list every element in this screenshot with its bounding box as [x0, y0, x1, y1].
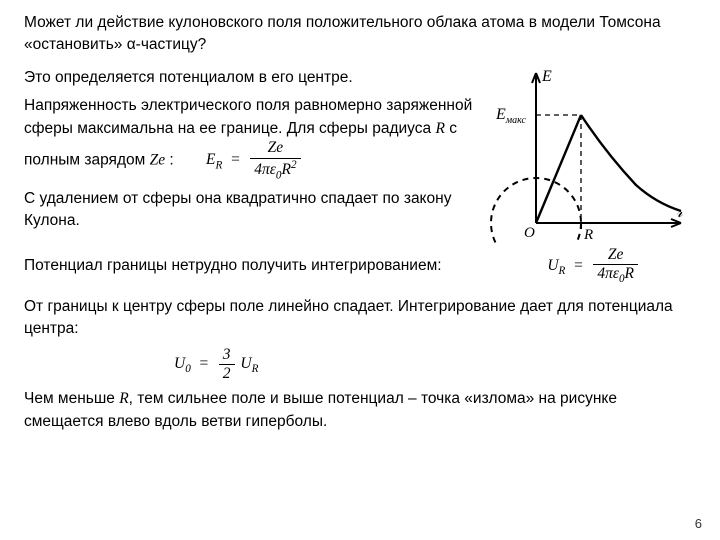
- para-center-potential: Это определяется потенциалом в его центр…: [24, 67, 480, 89]
- left-column: Это определяется потенциалом в его центр…: [24, 63, 486, 239]
- figure-column: E Eмакс 𝓇 O R: [486, 63, 696, 243]
- var-R-2: R: [119, 390, 128, 407]
- para-field-max: Напряженность электрического поля равном…: [24, 95, 480, 181]
- eq3-num: 3: [219, 347, 235, 365]
- row-top: Это определяется потенциалом в его центр…: [24, 63, 696, 243]
- eq3-lhs-sym: U: [174, 355, 185, 372]
- para-center-field: От границы к центру сферы поле линейно с…: [24, 296, 696, 341]
- axis-label-r: 𝓇: [676, 204, 683, 221]
- eq2-lhs-sub: R: [559, 265, 566, 277]
- eq1-den-sup: 2: [291, 159, 297, 171]
- axis-label-E: E: [541, 68, 552, 85]
- eq1-lhs-sub: R: [215, 160, 222, 172]
- label-R-tick: R: [583, 227, 593, 243]
- slide-page: Может ли действие кулоновского поля поло…: [0, 0, 720, 540]
- eq3-lhs-sub: 0: [185, 363, 191, 375]
- svg-text:Eмакс: Eмакс: [495, 106, 526, 126]
- label-Emax: E: [495, 106, 506, 123]
- eq2-den: 4πε0R: [593, 265, 638, 286]
- equation-U0-row: U0 = 3 2 UR: [24, 347, 696, 383]
- eq2-num: Ze: [593, 247, 638, 265]
- p6-part-a: Чем меньше: [24, 390, 119, 407]
- label-Emax-sub: макс: [505, 115, 527, 126]
- eq2-den-b: R: [625, 265, 634, 282]
- equation-U0: U0 = 3 2 UR: [174, 355, 258, 372]
- field-diagram-svg: E Eмакс 𝓇 O R: [486, 63, 691, 243]
- equation-ER: ER = Ze 4πε0R2: [206, 140, 303, 181]
- eq3-rhs-sub: R: [252, 363, 259, 375]
- para-boundary-potential: Потенциал границы нетрудно получить инте…: [24, 255, 527, 277]
- equation-UR: UR = Ze 4πε0R: [527, 247, 696, 286]
- page-number: 6: [695, 515, 702, 534]
- para-smaller-R: Чем меньше R, тем сильнее поле и выше по…: [24, 388, 696, 433]
- row-potential-boundary: Потенциал границы нетрудно получить инте…: [24, 247, 696, 286]
- eq1-den-b: R: [281, 161, 290, 178]
- label-origin: O: [524, 225, 535, 241]
- eq3-rhs-sym: U: [240, 355, 251, 372]
- figure-field-vs-r: E Eмакс 𝓇 O R: [486, 63, 691, 243]
- p2-part-a: Напряженность электрического поля равном…: [24, 97, 472, 136]
- eq1-den-a: 4πε: [254, 161, 276, 178]
- eq2-den-a: 4πε: [597, 265, 619, 282]
- heading: Может ли действие кулоновского поля поло…: [24, 12, 696, 57]
- para-coulomb-decay: С удалением от сферы она квадратично спа…: [24, 188, 480, 233]
- eq1-num: Ze: [250, 140, 300, 158]
- var-Ze: Ze: [150, 152, 166, 169]
- eq2-lhs-sym: U: [547, 257, 558, 274]
- eq3-den: 2: [219, 365, 235, 382]
- p2-part-c: :: [165, 152, 174, 169]
- var-R: R: [435, 120, 444, 137]
- eq1-den: 4πε0R2: [250, 159, 300, 182]
